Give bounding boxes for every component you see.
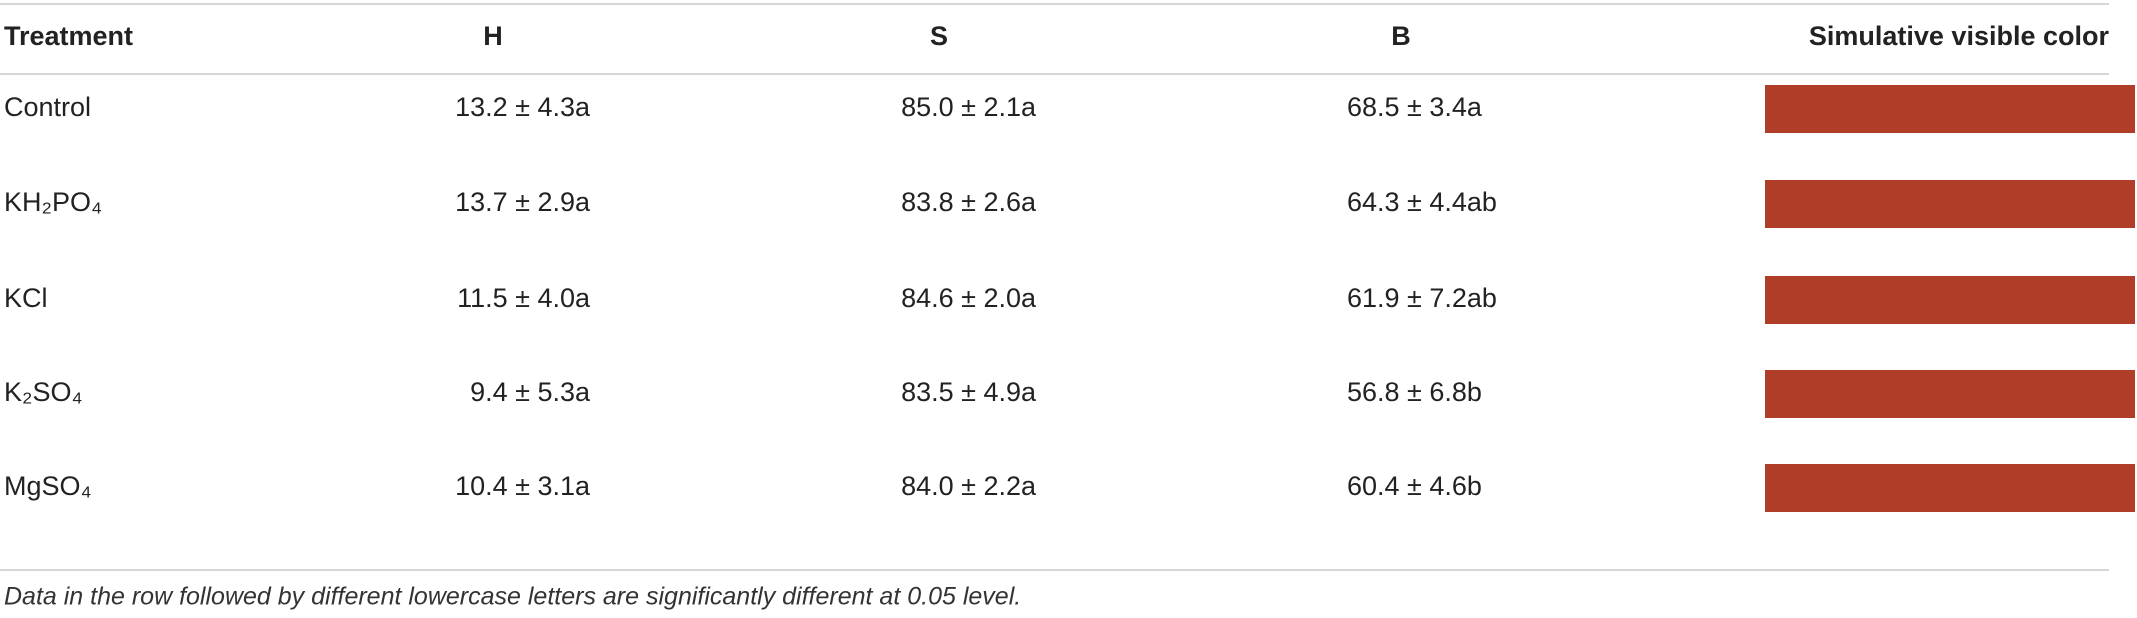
value-cell: 85.0 ± 2.1a bbox=[901, 92, 1037, 122]
color-swatch bbox=[1765, 85, 2135, 133]
color-swatch bbox=[1765, 370, 2135, 418]
value-cell: 84.6 ± 2.0a bbox=[901, 283, 1037, 313]
value-cell: 61.9 ± 7.2ab bbox=[1347, 283, 1497, 313]
column-header: Treatment bbox=[4, 21, 133, 51]
treatment-name: Control bbox=[4, 92, 91, 122]
color-swatch bbox=[1765, 276, 2135, 324]
value-cell: 11.5 ± 4.0a bbox=[457, 283, 591, 313]
treatment-name: K₂SO₄ bbox=[4, 377, 83, 407]
value-cell: 84.0 ± 2.2a bbox=[901, 471, 1037, 501]
value-cell: 10.4 ± 3.1a bbox=[455, 471, 591, 501]
column-header: H bbox=[483, 21, 503, 51]
color-swatch bbox=[1765, 464, 2135, 512]
value-cell: 68.5 ± 3.4a bbox=[1347, 92, 1483, 122]
value-cell: 56.8 ± 6.8b bbox=[1347, 377, 1482, 407]
column-header: B bbox=[1391, 21, 1411, 51]
treatment-name: MgSO₄ bbox=[4, 471, 92, 501]
value-cell: 83.5 ± 4.9a bbox=[901, 377, 1037, 407]
value-cell: 83.8 ± 2.6a bbox=[901, 187, 1037, 217]
value-cell: 64.3 ± 4.4ab bbox=[1347, 187, 1497, 217]
value-cell: 60.4 ± 4.6b bbox=[1347, 471, 1482, 501]
footnote: Data in the row followed by different lo… bbox=[4, 583, 1021, 611]
column-header: S bbox=[930, 21, 948, 51]
column-header: Simulative visible color bbox=[1809, 21, 2110, 51]
treatment-name: KCl bbox=[4, 283, 48, 313]
treatment-name: KH₂PO₄ bbox=[4, 187, 102, 217]
value-cell: 9.4 ± 5.3a bbox=[470, 377, 591, 407]
color-swatch bbox=[1765, 180, 2135, 228]
value-cell: 13.2 ± 4.3a bbox=[455, 92, 591, 122]
value-cell: 13.7 ± 2.9a bbox=[455, 187, 591, 217]
